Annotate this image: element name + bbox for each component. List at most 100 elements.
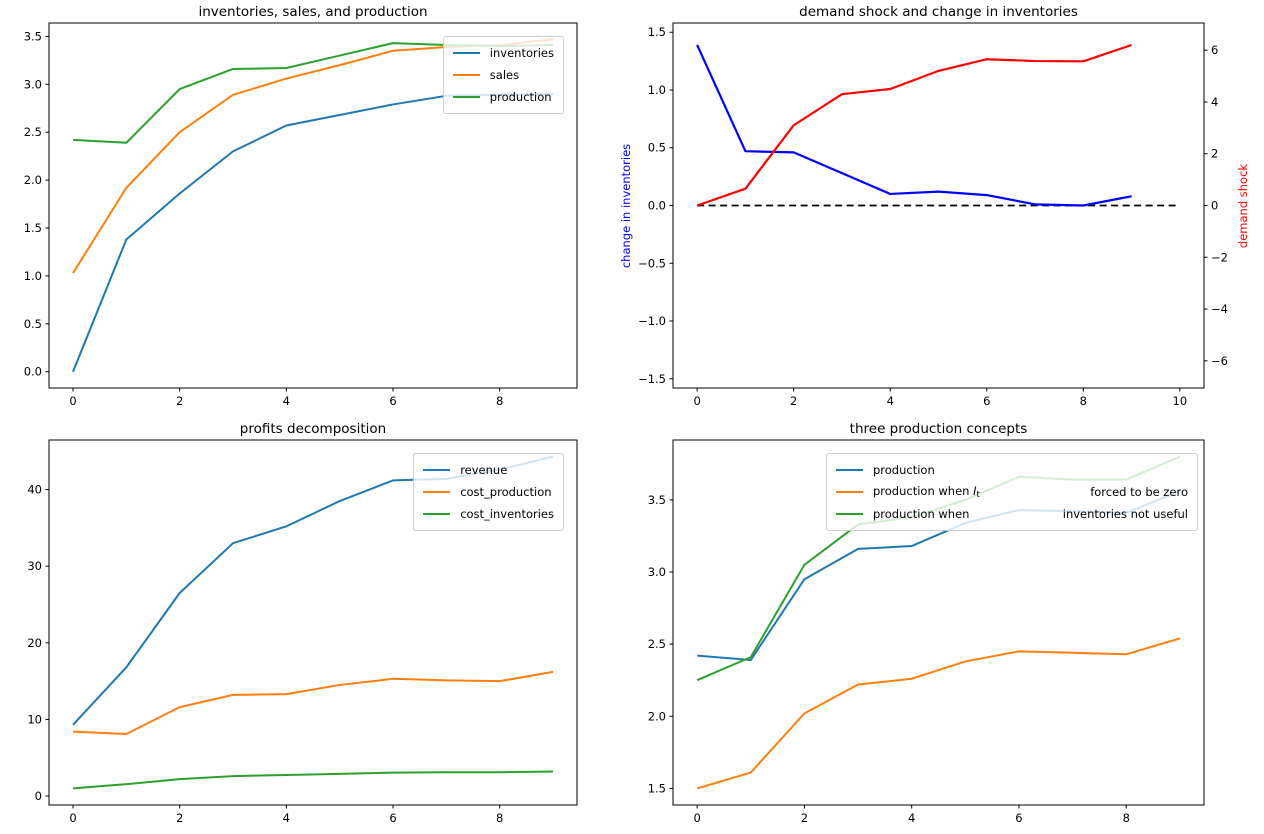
plot-demand-shock-and-change-in-inventories: 0 2 4 6 8 10 −1.5 −1.0 −0.5 0.0 0.5 1.0 1.5 −6 −4 −2 0 2 4… xyxy=(638,22,1228,408)
tick-label: 6 xyxy=(1015,811,1022,825)
tick-label: 6 xyxy=(1211,43,1218,57)
chart-title-three-production-concepts: three production concepts xyxy=(849,421,1028,437)
tick-label: 0 xyxy=(35,789,42,803)
tick-label: 0.5 xyxy=(24,317,42,331)
legend: inventories sales production xyxy=(442,36,564,114)
legend-label: revenue xyxy=(460,463,508,477)
tick-label: 0 xyxy=(69,394,76,408)
tick-label: 2 xyxy=(790,394,797,408)
tick-label: 3.5 xyxy=(648,493,666,507)
legend: revenue cost_production cost_inventories xyxy=(413,453,564,531)
legend-entry: production xyxy=(836,459,1188,481)
tick-label: 4 xyxy=(908,811,915,825)
chart-demand-shock-and-change-in-inventories: demand shock and change in inventories 0… xyxy=(619,0,1264,417)
tick-label: 2 xyxy=(176,811,183,825)
series-cost-production xyxy=(72,670,554,735)
chart-three-production-concepts: three production concepts 0 2 4 6 8 1.5 2.0 2.5… xyxy=(632,417,1264,834)
legend-label-right: inventories not useful xyxy=(1062,507,1188,521)
tick-label: 0.5 xyxy=(648,141,666,155)
tick-label: 1.0 xyxy=(24,269,42,283)
left-axis-label: change in inventories xyxy=(619,143,633,268)
legend-entry: revenue xyxy=(423,459,554,481)
legend-line-swatch xyxy=(836,468,863,472)
legend-label: cost_inventories xyxy=(460,507,554,521)
chart-title-demand-shock: demand shock and change in inventories xyxy=(799,4,1078,20)
series-change-in-inventories xyxy=(696,44,1132,207)
legend-entry: cost_production xyxy=(423,481,554,503)
tick-label: −6 xyxy=(1211,354,1228,368)
legend-label: inventories xyxy=(489,46,554,60)
tick-label: 0 xyxy=(1211,199,1218,213)
legend-entry: sales xyxy=(452,64,554,86)
tick-label: 1.5 xyxy=(648,781,666,795)
tick-label: −1.5 xyxy=(638,372,666,386)
legend-entry: cost_inventories xyxy=(423,503,554,525)
tick-label: 0.0 xyxy=(648,199,666,213)
chart-profits-decomposition: profits decomposition 0 2 4 6 8 0 10 20 30 40 rev… xyxy=(0,417,632,834)
tick-label: 8 xyxy=(496,811,503,825)
tick-label: 0 xyxy=(693,394,700,408)
tick-label: 2.0 xyxy=(648,709,666,723)
tick-label: 3.0 xyxy=(24,77,42,91)
axes-spines xyxy=(672,439,1205,806)
tick-label: 0.0 xyxy=(24,365,42,379)
tick-label: 8 xyxy=(496,394,503,408)
tick-label: 40 xyxy=(27,483,42,497)
tick-label: 2.5 xyxy=(648,637,666,651)
axes-spines xyxy=(48,22,578,389)
legend-label: production when xyxy=(873,507,970,521)
tick-label: 1.5 xyxy=(24,221,42,235)
legend-line-swatch xyxy=(423,490,451,494)
tick-label: 8 xyxy=(1080,394,1087,408)
series-production-when-i-t-forced-to-be-zero xyxy=(696,637,1181,790)
legend-entry: inventories xyxy=(452,42,554,64)
tick-label: 4 xyxy=(887,394,894,408)
legend-label: production when It xyxy=(873,484,980,500)
tick-label: 8 xyxy=(1123,811,1130,825)
tick-label: 1.5 xyxy=(648,25,666,39)
legend-label: cost_production xyxy=(460,485,552,499)
legend-label-right: forced to be zero xyxy=(1090,485,1188,499)
legend-line-swatch xyxy=(452,51,480,55)
series-inventories xyxy=(72,92,554,373)
legend: production production when It forced to be… xyxy=(826,453,1198,531)
tick-label: 20 xyxy=(27,636,42,650)
legend-line-swatch xyxy=(836,512,863,516)
tick-label: −0.5 xyxy=(638,256,666,270)
tick-label: 1.0 xyxy=(648,83,666,97)
tick-label: 0 xyxy=(69,811,76,825)
legend-line-swatch xyxy=(423,468,451,472)
tick-label: −4 xyxy=(1211,302,1228,316)
legend-line-swatch xyxy=(836,490,863,494)
tick-label: 2.5 xyxy=(24,125,42,139)
tick-label: 6 xyxy=(389,394,396,408)
chart-title-inventories-sales-production: inventories, sales, and production xyxy=(198,4,428,20)
tick-label: 10 xyxy=(27,712,42,726)
tick-label: 2 xyxy=(176,394,183,408)
tick-label: 2.0 xyxy=(24,173,42,187)
legend-line-swatch xyxy=(452,73,480,77)
legend-label: production xyxy=(489,90,552,104)
legend-line-swatch xyxy=(423,512,451,516)
legend-entry: production when inventories not useful xyxy=(836,503,1188,525)
tick-label: 30 xyxy=(27,559,42,573)
legend-entry: production xyxy=(452,86,554,108)
legend-line-swatch xyxy=(452,95,480,99)
legend-entry: production when It forced to be zero xyxy=(836,481,1188,503)
tick-label: 3.5 xyxy=(24,29,42,43)
tick-label: 10 xyxy=(1173,394,1188,408)
axes-spines xyxy=(48,439,578,806)
legend-label: production xyxy=(873,463,935,477)
tick-label: 4 xyxy=(1211,95,1218,109)
tick-label: 2 xyxy=(801,811,808,825)
chart-inventories-sales-production: inventories, sales, and production 0 2 4 6 8… xyxy=(0,0,632,417)
tick-label: 3.0 xyxy=(648,565,666,579)
tick-label: 4 xyxy=(283,811,290,825)
tick-label: −1.0 xyxy=(638,314,666,328)
tick-label: 6 xyxy=(983,394,990,408)
tick-label: 0 xyxy=(693,811,700,825)
tick-label: −2 xyxy=(1211,250,1228,264)
chart-title-profits-decomposition: profits decomposition xyxy=(239,421,387,437)
series-cost-inventories xyxy=(72,770,554,790)
